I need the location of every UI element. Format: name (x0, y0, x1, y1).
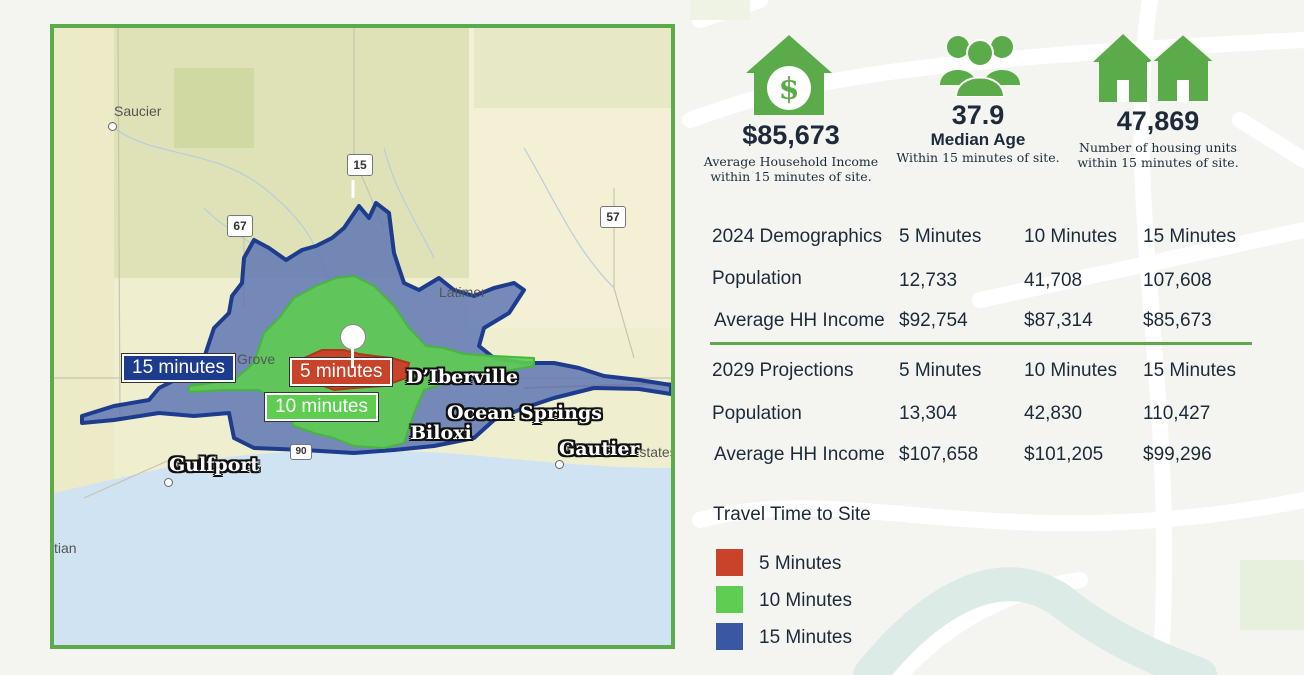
legend-label-5-minutes: 5 Minutes (759, 553, 842, 574)
legend-swatch-10-minutes (716, 586, 743, 613)
city-label-biloxi: Biloxi (410, 422, 472, 444)
table-2029-income-row: Average HH Income $107,658 $101,205 $99,… (714, 444, 1274, 470)
house-dollar-icon: $ (746, 35, 832, 115)
legend-swatch-5-minutes (716, 549, 743, 576)
highway-90-shield-icon: 90 (290, 444, 312, 460)
place-label-tian: tian (54, 540, 77, 556)
saucier-dot-icon (108, 122, 117, 131)
table-divider (710, 342, 1252, 345)
income-line1: Average Household Income (703, 154, 879, 169)
map-canvas (54, 28, 671, 645)
zone-label-5-minutes: 5 minutes (290, 358, 393, 386)
age-sub: Within 15 minutes of site. (896, 150, 1060, 165)
table-cell: $85,673 (1143, 310, 1212, 331)
legend-swatch-15-minutes (716, 623, 743, 650)
travel-time-map[interactable]: Saucier Latimer Grove Estates tian 15 67… (50, 24, 675, 649)
table-cell: 110,427 (1143, 403, 1211, 424)
table-header-cell: 10 Minutes (1024, 360, 1117, 381)
table-header-cell: 15 Minutes (1143, 226, 1236, 247)
city-label-ocean-springs: Ocean Springs (447, 402, 602, 424)
table-cell: $92,754 (899, 310, 968, 331)
table-header-cell: 5 Minutes (899, 226, 982, 247)
housing-value: 47,869 (1116, 106, 1200, 136)
zone-label-15-minutes: 15 minutes (122, 354, 235, 382)
age-value: 37.9 (951, 100, 1005, 130)
people-icon (940, 36, 1020, 97)
city-label-diberville: D’Iberville (406, 366, 519, 388)
income-stat: $85,673 Average Household Income within … (696, 120, 886, 184)
table-2029-population-row: Population 13,304 42,830 110,427 (712, 403, 1272, 429)
place-label-saucier: Saucier (114, 103, 162, 119)
houses-icon (1093, 32, 1215, 103)
gulfport-dot-icon (164, 478, 173, 487)
table-cell: 12,733 (899, 270, 958, 291)
site-pin-stem (351, 346, 354, 368)
housing-stat: 47,869 Number of housing units within 15… (1063, 106, 1253, 170)
table-header-cell: 2029 Projections (712, 360, 854, 381)
svg-text:$: $ (779, 72, 800, 107)
age-label: Median Age (930, 130, 1026, 149)
place-label-estates: Estates (630, 444, 675, 460)
city-label-gautier: Gautier (559, 438, 640, 460)
highway-57-shield-icon: 57 (600, 206, 626, 228)
table-header-cell: 10 Minutes (1024, 226, 1117, 247)
table-cell: $101,205 (1024, 444, 1104, 465)
table-cell: $107,658 (899, 444, 979, 465)
table-cell: 13,304 (899, 403, 958, 424)
table-cell: Population (712, 268, 802, 289)
zone-label-10-minutes: 10 minutes (265, 393, 378, 421)
table-2024-income-row: Average HH Income $92,754 $87,314 $85,67… (714, 310, 1274, 336)
table-header-cell: 15 Minutes (1143, 360, 1236, 381)
income-value: $85,673 (742, 120, 840, 150)
income-line2: within 15 minutes of site. (710, 169, 872, 184)
housing-line1: Number of housing units (1079, 140, 1237, 155)
table-cell: 41,708 (1024, 270, 1083, 291)
table-cell: Average HH Income (714, 310, 885, 331)
table-2024-header: 2024 Demographics 5 Minutes 10 Minutes 1… (712, 226, 1272, 252)
table-2024-population-row: Population 12,733 41,708 107,608 (712, 268, 1272, 294)
age-stat: 37.9 Median Age Within 15 minutes of sit… (883, 100, 1073, 165)
legend-label-15-minutes: 15 Minutes (759, 627, 852, 648)
table-cell: Average HH Income (714, 444, 885, 465)
table-cell: $99,296 (1143, 444, 1212, 465)
place-label-grove: Grove (237, 351, 276, 367)
housing-line2: within 15 minutes of site. (1077, 155, 1239, 170)
legend-title: Travel Time to Site (713, 504, 871, 525)
highway-15-shield-icon: 15 (347, 154, 373, 176)
legend-label-10-minutes: 10 Minutes (759, 590, 852, 611)
highway-67-shield-icon: 67 (227, 215, 253, 237)
place-label-latimer: Latimer (439, 284, 486, 300)
table-header-cell: 2024 Demographics (712, 226, 883, 247)
gautier-dot-icon (555, 460, 564, 469)
table-cell: 107,608 (1143, 270, 1212, 291)
table-cell: 42,830 (1024, 403, 1083, 424)
table-cell: Population (712, 403, 802, 424)
city-label-gulfport: Gulfport (169, 454, 260, 476)
table-2029-header: 2029 Projections 5 Minutes 10 Minutes 15… (712, 360, 1272, 386)
table-header-cell: 5 Minutes (899, 360, 982, 381)
table-cell: $87,314 (1024, 310, 1093, 331)
